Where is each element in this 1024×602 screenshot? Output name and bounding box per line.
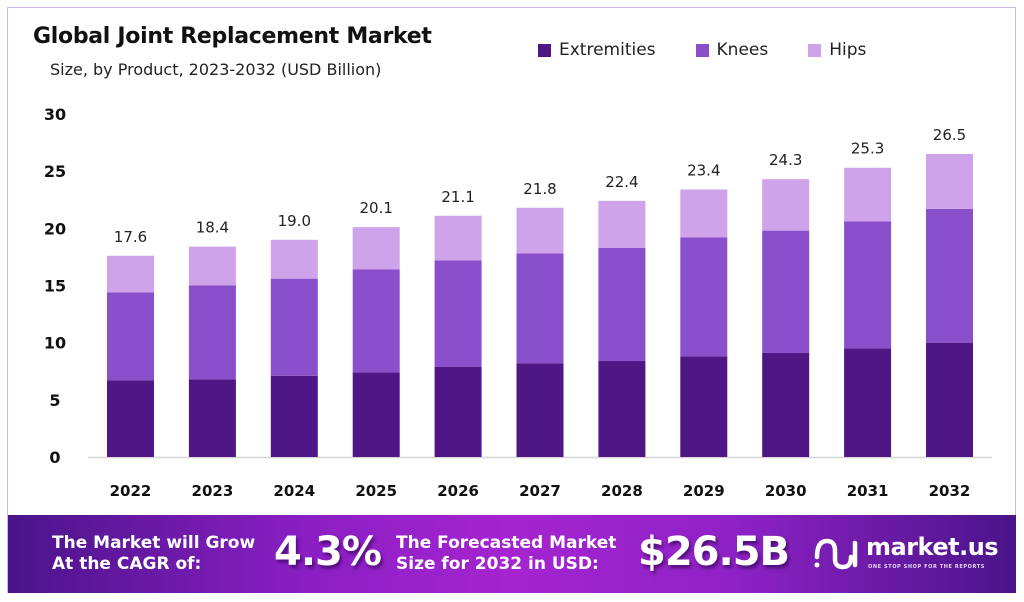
total-data-label: 24.3 xyxy=(769,151,802,169)
bar-segment-knees xyxy=(188,285,236,380)
bar-segment-extremities xyxy=(188,379,236,457)
bar-segment-knees xyxy=(352,269,400,373)
bar-segment-hips xyxy=(926,154,973,209)
bar-segment-hips xyxy=(352,227,400,270)
bar-segment-hips xyxy=(680,189,728,238)
x-tick-label: 2024 xyxy=(273,482,315,500)
legend-swatch-extremities xyxy=(538,43,551,57)
total-data-label: 25.3 xyxy=(851,140,884,158)
bar-segment-knees xyxy=(516,253,564,364)
chart-subtitle: Size, by Product, 2023-2032 (USD Billion… xyxy=(50,60,382,79)
x-tick-label: 2027 xyxy=(519,482,561,500)
x-tick-label: 2032 xyxy=(929,482,971,500)
y-tick-label: 0 xyxy=(49,448,60,467)
total-data-label: 21.8 xyxy=(523,180,556,198)
chart-title: Global Joint Replacement Market xyxy=(33,24,432,49)
forecast-caption-line1: The Forecasted Market xyxy=(396,533,617,553)
bar-segment-hips xyxy=(107,255,154,293)
bar-segment-extremities xyxy=(680,356,728,457)
forecast-caption: The Forecasted Market Size for 2032 in U… xyxy=(396,533,616,575)
logo-wordmark: market.us xyxy=(866,533,999,561)
forecast-caption-line2: Size for 2032 in USD: xyxy=(396,554,599,574)
bar-segment-knees xyxy=(926,208,973,343)
y-tick-label: 10 xyxy=(44,334,66,353)
logo-tagline: ONE STOP SHOP FOR THE REPORTS xyxy=(868,564,985,570)
y-tick-label: 25 xyxy=(44,162,66,181)
bar-segment-knees xyxy=(270,278,318,376)
legend: Extremities Knees Hips xyxy=(538,40,906,60)
y-tick-label: 20 xyxy=(44,219,66,238)
stacked-bar-chart: 05101520253017.6202218.4202319.0202420.1… xyxy=(44,105,992,500)
y-tick-label: 30 xyxy=(44,105,66,124)
bar-segment-hips xyxy=(598,200,646,248)
cagr-caption: The Market will Grow At the CAGR of: xyxy=(52,533,255,575)
market-us-logo-icon xyxy=(814,538,858,570)
bar-segment-knees xyxy=(107,292,154,381)
bar-segment-knees xyxy=(680,237,728,357)
bar-segment-knees xyxy=(434,260,482,367)
x-tick-label: 2023 xyxy=(192,482,234,500)
legend-item-extremities: Extremities xyxy=(538,40,656,60)
bar-segment-hips xyxy=(188,246,236,286)
bar-segment-hips xyxy=(434,215,482,261)
x-tick-label: 2026 xyxy=(437,482,479,500)
x-tick-label: 2028 xyxy=(601,482,643,500)
total-data-label: 19.0 xyxy=(278,212,311,230)
bar-segment-extremities xyxy=(762,352,810,457)
cagr-value: 4.3% xyxy=(274,529,382,575)
bar-segment-extremities xyxy=(107,380,154,457)
bar-segment-hips xyxy=(270,239,318,279)
bar-segment-hips xyxy=(844,167,892,222)
y-tick-label: 5 xyxy=(49,391,60,410)
cagr-caption-line2: At the CAGR of: xyxy=(52,554,202,574)
x-tick-label: 2030 xyxy=(765,482,807,500)
bar-segment-extremities xyxy=(270,375,318,457)
bar-segment-hips xyxy=(516,207,564,254)
bar-segment-knees xyxy=(844,221,892,349)
total-data-label: 22.4 xyxy=(605,173,638,191)
total-data-label: 21.1 xyxy=(441,188,474,206)
legend-label: Knees xyxy=(716,40,769,60)
legend-label: Hips xyxy=(829,40,867,60)
legend-swatch-hips xyxy=(808,43,822,57)
bar-segment-extremities xyxy=(844,348,892,457)
legend-swatch-knees xyxy=(695,43,709,57)
bar-segment-knees xyxy=(598,247,646,361)
total-data-label: 23.4 xyxy=(687,161,720,179)
bar-segment-hips xyxy=(762,179,810,231)
total-data-label: 18.4 xyxy=(196,219,229,237)
bar-segment-extremities xyxy=(598,360,646,457)
legend-item-knees: Knees xyxy=(695,40,769,60)
bar-segment-extremities xyxy=(352,372,400,457)
bar-segment-knees xyxy=(762,230,810,353)
total-data-label: 17.6 xyxy=(114,228,147,246)
legend-label: Extremities xyxy=(559,40,656,60)
summary-banner: The Market will Grow At the CAGR of: 4.3… xyxy=(8,515,1016,593)
y-tick-label: 15 xyxy=(44,277,66,296)
x-tick-label: 2031 xyxy=(847,482,889,500)
bar-segment-extremities xyxy=(926,342,973,457)
bar-segment-extremities xyxy=(516,363,564,457)
x-tick-label: 2029 xyxy=(683,482,725,500)
total-data-label: 20.1 xyxy=(359,199,392,217)
bar-segment-extremities xyxy=(434,366,482,457)
cagr-caption-line1: The Market will Grow xyxy=(52,533,256,553)
forecast-value: $26.5B xyxy=(638,529,790,575)
x-tick-label: 2022 xyxy=(110,482,152,500)
total-data-label: 26.5 xyxy=(933,126,966,144)
x-tick-label: 2025 xyxy=(355,482,397,500)
legend-item-hips: Hips xyxy=(808,40,866,60)
